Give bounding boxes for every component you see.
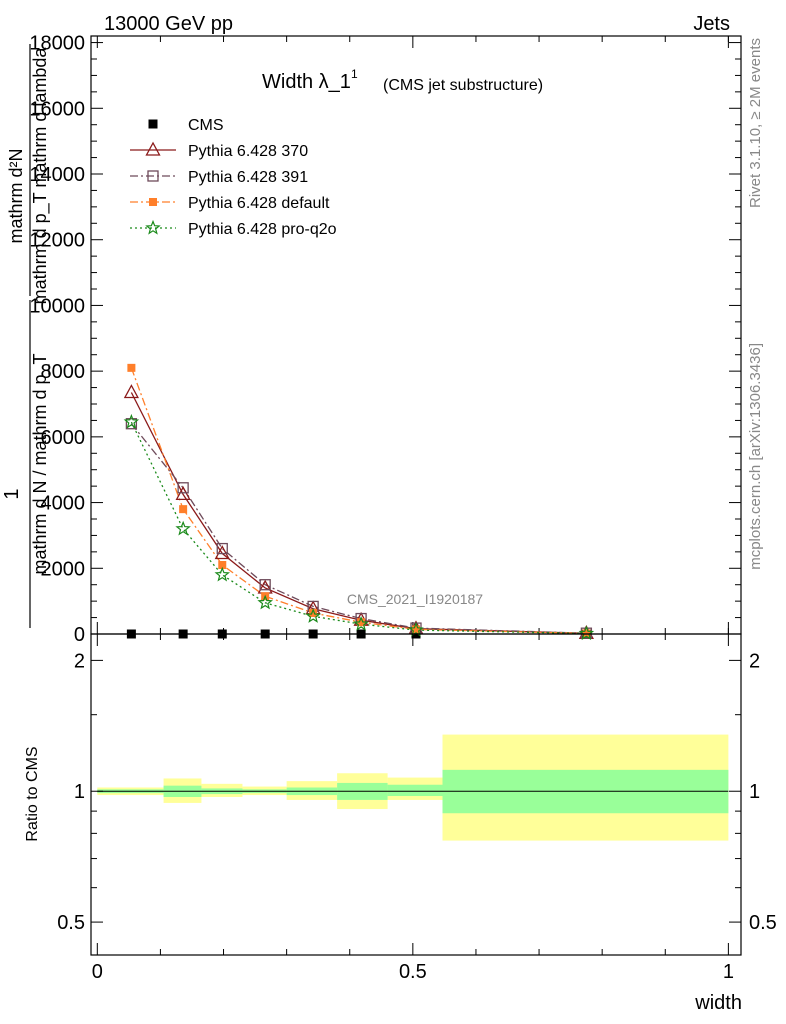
data-point-marker: [408, 621, 424, 637]
main-panel-ticks: 0 2000 4000 6000 8000 10000 12000 14000 16000 180…: [29, 33, 741, 646]
y-tick-label: 14000: [29, 164, 85, 186]
y-tick-label: 0: [74, 624, 85, 646]
inner-uncertainty-band: [387, 784, 443, 797]
y-label-inner-numerator: mathrm d²N: [6, 148, 26, 243]
data-point-marker: [257, 594, 273, 610]
y-label-inner-denominator: mathrm d p_T mathrm d lambda: [30, 47, 51, 305]
ratio-y-tick-label-right: 2: [749, 650, 760, 672]
analysis-watermark: CMS_2021_I1920187: [347, 591, 483, 607]
ratio-panel-ticks: 0.5 0.5 1 1 2 2 0 0.5 1: [57, 634, 777, 983]
data-point-marker: [179, 505, 188, 514]
data-point-marker: [148, 119, 158, 129]
y-tick-label: 12000: [29, 230, 85, 252]
series-line: [130, 423, 587, 634]
data-point-marker: [259, 579, 271, 591]
y-label-bottom: mathrm d N / mathrm d p_T: [30, 353, 51, 574]
series-line: [130, 392, 587, 634]
legend-entry-label: Pythia 6.428 default: [188, 195, 330, 212]
data-point-marker: [218, 561, 227, 569]
ratio-y-tick-label: 2: [74, 650, 85, 672]
data-point-marker: [145, 219, 161, 235]
data-point-marker: [177, 482, 189, 494]
legend-entry-label: Pythia 6.428 pro-q2o: [188, 221, 337, 238]
x-axis-label: width: [694, 992, 742, 1014]
legend: CMS Pythia 6.428 370 Pythia 6.428 391 Pythi…: [130, 117, 337, 238]
ratio-panel-frame: [90, 633, 742, 956]
x-tick-label: 1: [723, 961, 734, 983]
series-line: [130, 421, 587, 635]
data-point-marker: [123, 384, 139, 399]
ratio-y-axis-label: Ratio to CMS: [24, 746, 41, 841]
legend-entry-label: CMS: [188, 117, 224, 134]
y-tick-label: 4000: [41, 493, 86, 515]
data-point-marker: [125, 418, 138, 430]
main-y-axis-label: mathrm d²N mathrm d p_T mathrm d lambda …: [1, 44, 51, 628]
data-point-marker: [216, 542, 228, 555]
data-point-marker: [214, 545, 230, 560]
data-point-marker: [353, 615, 369, 631]
y-tick-label: 6000: [41, 427, 86, 449]
ratio-y-tick-label-right: 0.5: [749, 912, 777, 934]
data-point-marker: [412, 625, 420, 634]
data-point-marker: [145, 141, 161, 156]
header-process-label: Jets: [693, 13, 730, 35]
rivet-version-label: Rivet 3.1.10, ≥ 2M events: [747, 38, 764, 208]
data-point-marker: [149, 198, 157, 206]
y-tick-label: 16000: [29, 98, 85, 120]
data-point-marker: [578, 625, 595, 641]
ratio-uncertainty-bands: [97, 734, 729, 841]
plot-title: Width λ_11: [262, 67, 358, 93]
x-tick-label: 0: [92, 961, 103, 983]
header-energy-label: 13000 GeV pp: [104, 13, 233, 35]
main-panel-series: [123, 363, 595, 641]
data-point-marker: [147, 170, 159, 182]
legend-entry-label: Pythia 6.428 391: [188, 169, 308, 186]
ratio-y-tick-label-right: 1: [749, 781, 760, 803]
plot-subtitle: (CMS jet substructure): [383, 77, 543, 94]
y-label-top: 1: [1, 488, 23, 499]
ratio-y-tick-label: 1: [74, 781, 85, 803]
mcplots-label: mcplots.cern.ch [arXiv:1306.3436]: [747, 343, 764, 570]
data-point-marker: [309, 608, 318, 617]
y-tick-label: 2000: [41, 558, 86, 580]
data-point-marker: [357, 618, 366, 627]
data-point-marker: [305, 608, 321, 623]
y-tick-label: 18000: [29, 33, 85, 55]
data-point-marker: [127, 363, 136, 372]
legend-entry-label: Pythia 6.428 370: [188, 143, 308, 160]
y-tick-label: 8000: [41, 361, 86, 383]
data-point-marker: [123, 413, 140, 429]
ratio-y-tick-label: 0.5: [57, 912, 85, 934]
data-point-marker: [214, 566, 231, 582]
series-line: [130, 367, 587, 635]
data-point-marker: [175, 520, 191, 536]
y-tick-label: 10000: [29, 295, 85, 317]
x-tick-label: 0.5: [399, 961, 427, 983]
